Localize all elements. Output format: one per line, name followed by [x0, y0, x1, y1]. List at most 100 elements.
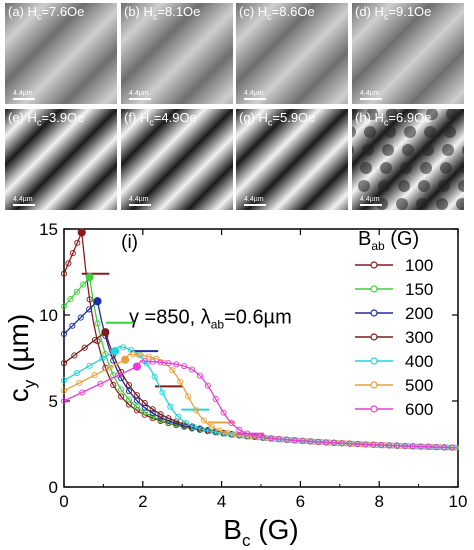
series-point-600: [141, 358, 148, 365]
series-point-600: [322, 439, 330, 446]
series-point-300: [81, 344, 88, 351]
series-point-600: [165, 360, 172, 367]
legend-label-150: 150: [405, 280, 433, 299]
scale-bar: 4.4µm: [244, 196, 266, 206]
series-point-600: [212, 396, 219, 403]
series-point-600: [409, 443, 416, 450]
series-point-100: [133, 407, 140, 414]
legend-swatch-point-150: [370, 285, 378, 293]
stripe-pattern: [236, 109, 348, 210]
series-point-400: [190, 423, 198, 430]
series-peak-200: [93, 297, 102, 306]
series-point-600: [378, 442, 385, 449]
series-point-600: [315, 438, 322, 445]
series-line-100: [63, 229, 457, 449]
series-point-600: [393, 442, 400, 449]
series-point-100: [69, 250, 76, 257]
panel-label: (f) Hc=4.9Oe: [124, 110, 197, 128]
micrograph-panel-e: (e) Hc=3.9Oe 4.4µm: [5, 109, 117, 210]
panel-label-i: (i): [121, 232, 138, 253]
x-tick-label: 10: [449, 492, 468, 511]
series-point-300: [165, 415, 172, 422]
series-point-600: [385, 442, 393, 449]
scale-bar: 4.4µm: [360, 196, 382, 206]
series-point-600: [299, 437, 306, 444]
stripe-pattern: [352, 109, 464, 210]
series-point-150: [80, 281, 87, 288]
x-tick-label: 6: [296, 492, 305, 511]
series-point-600: [417, 443, 424, 450]
micrograph-panel-a: (a) Hc=7.6Oe 4.4µm: [5, 3, 117, 104]
series-point-400: [120, 344, 127, 351]
series-point-600: [267, 435, 274, 442]
panel-label: (g) Hc=5.9Oe: [239, 110, 316, 128]
series-peak-500: [120, 355, 130, 364]
series-peak-300: [101, 328, 110, 337]
series-point-400: [198, 426, 205, 433]
series-point-100: [86, 296, 93, 303]
legend-label-400: 400: [405, 352, 433, 371]
series-point-400: [86, 362, 93, 369]
panel-label: (c) Hc=8.6Oe: [239, 4, 315, 22]
panel-label: (h) Hc=6.9Oe: [355, 110, 432, 128]
series-point-600: [60, 397, 68, 405]
series-peak-150: [85, 273, 94, 282]
series-point-400: [167, 403, 174, 410]
y-tick-label: 10: [39, 306, 58, 325]
stripe-pattern: [5, 109, 117, 210]
micrograph-panel-f: (f) Hc=4.9Oe 4.4µm: [121, 109, 233, 210]
panel-label: (d) Hc=9.1Oe: [355, 4, 432, 22]
scale-bar: 4.4µm: [129, 90, 151, 100]
series-point-500: [216, 427, 223, 434]
series-point-500: [208, 423, 215, 430]
series-point-600: [354, 440, 361, 448]
series-point-200: [149, 410, 156, 417]
series-point-300: [133, 392, 140, 399]
legend-label-600: 600: [405, 400, 433, 419]
stripe-pattern: [121, 109, 233, 210]
legend-swatch-point-400: [370, 357, 378, 365]
series-point-200: [60, 330, 68, 337]
series-point-150: [67, 296, 74, 303]
x-axis-label: Bc (G): [223, 514, 298, 550]
series-peak-400: [111, 347, 120, 356]
y-tick-label: 0: [49, 478, 58, 497]
series-point-600: [204, 382, 211, 389]
series-point-300: [60, 360, 68, 367]
series-point-400: [73, 369, 80, 377]
series-point-600: [346, 440, 353, 447]
series-point-600: [220, 409, 227, 416]
micrograph-panel-h: (h) Hc=6.9Oe 4.4µm: [352, 109, 464, 210]
series-point-500: [169, 367, 176, 374]
series-point-600: [188, 366, 196, 373]
series-peak-100: [77, 228, 86, 237]
series-point-600: [291, 437, 298, 444]
micrograph-panel-d: (d) Hc=9.1Oe 4.4µm: [352, 3, 464, 104]
panel-label: (a) Hc=7.6Oe: [8, 4, 85, 22]
series-point-500: [177, 378, 184, 385]
series-point-500: [106, 364, 113, 371]
series-point-600: [449, 444, 456, 451]
series-point-150: [73, 288, 80, 295]
legend-label-100: 100: [405, 256, 433, 275]
series-point-600: [181, 363, 188, 370]
series-point-500: [91, 372, 98, 379]
micrograph-panel-b: (b) Hc=8.1Oe 4.4µm: [121, 3, 233, 104]
series-point-200: [86, 306, 93, 313]
series-line-600: [63, 360, 457, 449]
series-point-300: [149, 406, 156, 413]
series-point-200: [125, 388, 133, 395]
micrograph-panel-g: (g) Hc=5.9Oe 4.4µm: [236, 109, 348, 210]
scale-bar: 4.4µm: [13, 196, 35, 206]
legend-swatch-point-100: [370, 261, 378, 269]
series-point-300: [91, 336, 99, 343]
series-point-200: [141, 404, 148, 411]
legend-title: Bab (G): [358, 228, 419, 253]
parameter-annotation: γ =850, λab=0.6µm: [129, 307, 292, 332]
stripe-pattern: [5, 3, 117, 104]
series-point-400: [159, 389, 166, 396]
series-point-100: [65, 260, 72, 267]
series-point-100: [110, 381, 117, 389]
series-point-150: [133, 403, 140, 410]
series-point-300: [157, 411, 164, 418]
